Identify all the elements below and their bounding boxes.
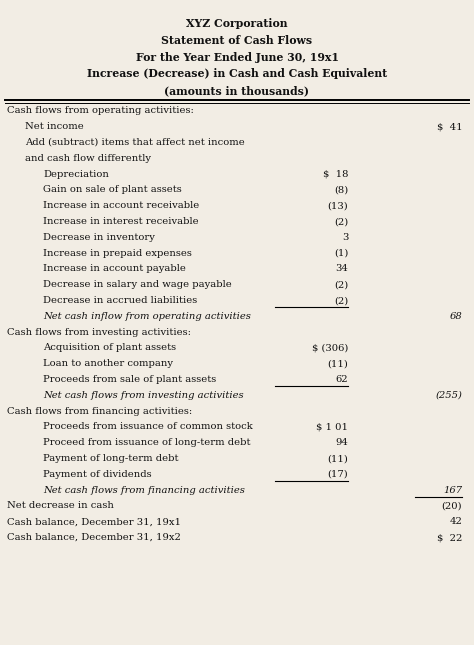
Text: (13): (13) [328,201,348,210]
Text: Payment of long-term debt: Payment of long-term debt [43,454,179,463]
Text: (255): (255) [435,391,462,400]
Text: Acquisition of plant assets: Acquisition of plant assets [43,344,176,352]
Text: (amounts in thousands): (amounts in thousands) [164,85,310,96]
Text: (20): (20) [441,502,462,510]
Text: (17): (17) [328,470,348,479]
Text: Net decrease in cash: Net decrease in cash [7,502,114,510]
Text: Net income: Net income [25,123,84,131]
Text: (2): (2) [334,296,348,305]
Text: Cash balance, December 31, 19x2: Cash balance, December 31, 19x2 [7,533,181,542]
Text: Cash flows from investing activities:: Cash flows from investing activities: [7,328,191,337]
Text: 94: 94 [336,439,348,447]
Text: Increase in account payable: Increase in account payable [43,264,186,273]
Text: Proceed from issuance of long-term debt: Proceed from issuance of long-term debt [43,439,251,447]
Text: Loan to another company: Loan to another company [43,359,173,368]
Text: (1): (1) [334,249,348,257]
Text: Payment of dividends: Payment of dividends [43,470,152,479]
Text: 62: 62 [336,375,348,384]
Text: 68: 68 [449,312,462,321]
Text: Decrease in inventory: Decrease in inventory [43,233,155,242]
Text: For the Year Ended June 30, 19x1: For the Year Ended June 30, 19x1 [136,52,338,63]
Text: $  41: $ 41 [437,123,462,131]
Text: Increase in account receivable: Increase in account receivable [43,201,200,210]
Text: $  18: $ 18 [323,170,348,179]
Text: 167: 167 [443,486,462,495]
Text: 42: 42 [449,517,462,526]
Text: Cash balance, December 31, 19x1: Cash balance, December 31, 19x1 [7,517,181,526]
Text: Increase in interest receivable: Increase in interest receivable [43,217,199,226]
Text: Increase (Decrease) in Cash and Cash Equivalent: Increase (Decrease) in Cash and Cash Equ… [87,68,387,79]
Text: Proceeds from issuance of common stock: Proceeds from issuance of common stock [43,422,253,432]
Text: Decrease in accrued liabilities: Decrease in accrued liabilities [43,296,197,305]
Text: XYZ Corporation: XYZ Corporation [186,18,288,29]
Text: Cash flows from operating activities:: Cash flows from operating activities: [7,106,194,115]
Text: and cash flow differently: and cash flow differently [25,154,151,163]
Text: (11): (11) [328,359,348,368]
Text: $ (306): $ (306) [312,344,348,352]
Text: Depreciation: Depreciation [43,170,109,179]
Text: Net cash inflow from operating activities: Net cash inflow from operating activitie… [43,312,251,321]
Text: Increase in prepaid expenses: Increase in prepaid expenses [43,249,192,257]
Text: Statement of Cash Flows: Statement of Cash Flows [162,35,312,46]
Text: Net cash flows from investing activities: Net cash flows from investing activities [43,391,244,400]
Text: Add (subtract) items that affect net income: Add (subtract) items that affect net inc… [25,138,245,147]
Text: 3: 3 [342,233,348,242]
Text: Decrease in salary and wage payable: Decrease in salary and wage payable [43,281,232,289]
Text: (2): (2) [334,217,348,226]
Text: 34: 34 [336,264,348,273]
Text: (2): (2) [334,281,348,289]
Text: Net cash flows from financing activities: Net cash flows from financing activities [43,486,245,495]
Text: Proceeds from sale of plant assets: Proceeds from sale of plant assets [43,375,217,384]
Text: Cash flows from financing activities:: Cash flows from financing activities: [7,407,192,415]
Text: $ 1 01: $ 1 01 [316,422,348,432]
Text: (11): (11) [328,454,348,463]
Text: $  22: $ 22 [437,533,462,542]
Text: (8): (8) [334,186,348,194]
Text: Gain on sale of plant assets: Gain on sale of plant assets [43,186,182,194]
